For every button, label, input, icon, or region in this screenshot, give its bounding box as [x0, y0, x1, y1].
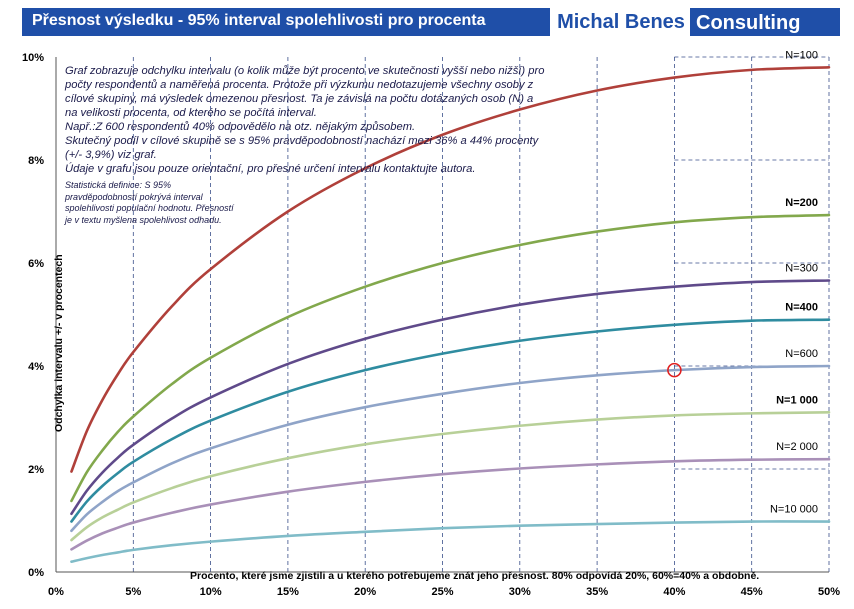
x-axis-label: Procento, které jsme zjistili a u kteréh… [190, 570, 759, 582]
x-tick-label: 35% [586, 586, 608, 598]
header-bar: Přesnost výsledku - 95% interval spolehl… [22, 8, 550, 36]
series-label: N=10 000 [770, 504, 818, 516]
chart-lines [70, 66, 831, 563]
series-label: N=400 [785, 302, 818, 314]
x-tick-label: 30% [509, 586, 531, 598]
x-tick-label: 40% [663, 586, 685, 598]
series-label: N=1 000 [776, 394, 818, 406]
y-tick-label: 10% [22, 52, 44, 64]
series-line [70, 213, 831, 503]
x-tick-label: 20% [354, 586, 376, 598]
chart-grid [132, 56, 830, 572]
chart-ticks: 0% 5% 10% 15% 20% 25% 30% 35% 40% 45% 50% 0% 2% 4% 6% 8… [22, 52, 840, 598]
x-tick-label: 5% [125, 586, 141, 598]
series-label: N=100 [785, 49, 818, 61]
series-label: N=2 000 [776, 441, 818, 453]
y-axis-label: Odchylka intervalu +/- v procentech [53, 254, 65, 432]
series-line [70, 364, 831, 533]
y-tick-label: 2% [28, 464, 44, 476]
x-tick-label: 45% [741, 586, 763, 598]
x-tick-label: 25% [431, 586, 453, 598]
brand-name: Michal Benes [557, 11, 685, 33]
highlight-marker [667, 362, 682, 378]
note-paragraph-1: Graf zobrazuje odchylku intervalu (o kol… [65, 65, 545, 119]
y-tick-label: 4% [28, 361, 44, 373]
series-line [70, 520, 831, 563]
series-label: N=600 [785, 348, 818, 360]
y-tick-label: 8% [28, 155, 44, 167]
chart-note: Graf zobrazuje odchylku intervalu (o kol… [65, 64, 545, 226]
series-label: N=200 [785, 197, 818, 209]
series-line [70, 66, 831, 473]
series-label: N=300 [785, 263, 818, 275]
series-line [70, 457, 831, 551]
x-tick-label: 15% [277, 586, 299, 598]
brand-consulting: Consulting [690, 8, 840, 36]
series-line [70, 411, 831, 542]
note-paragraph-2: Např.:Z 600 respondentů 40% odpovědělo n… [65, 121, 416, 133]
page-title: Přesnost výsledku - 95% interval spolehl… [32, 12, 486, 29]
x-tick-label: 0% [48, 586, 64, 598]
note-paragraph-3: Skutečný podíl v cílové skupině se s 95%… [65, 135, 539, 161]
chart-axes [55, 57, 829, 573]
series-line [70, 279, 831, 516]
series-line [70, 318, 831, 523]
y-tick-label: 6% [28, 258, 44, 270]
note-definition: Statistická definice: S 95% pravděpodobn… [65, 180, 234, 225]
x-tick-label: 50% [818, 586, 840, 598]
series-labels: N=100 N=200 N=300 N=400 N=600 N=1 000 N=2 000 N… [770, 49, 818, 515]
x-tick-label: 10% [200, 586, 222, 598]
y-tick-label: 0% [28, 567, 44, 579]
note-paragraph-4: Údaje v grafu jsou pouze orientační, pro… [65, 163, 476, 175]
